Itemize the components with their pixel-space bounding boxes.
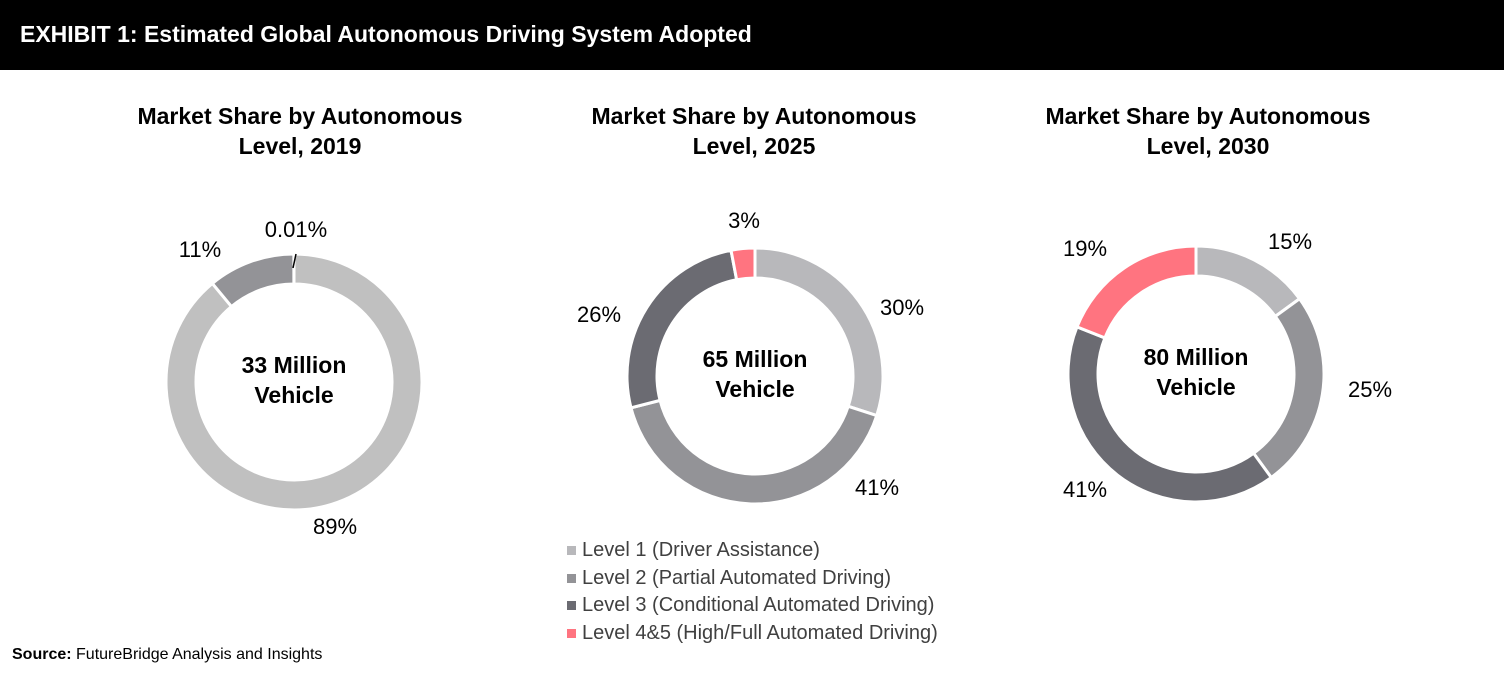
center-label-2030-line1: 80 Million: [1144, 344, 1249, 370]
center-label-2019-line1: 33 Million: [242, 352, 347, 378]
source-note: Source: FutureBridge Analysis and Insigh…: [12, 646, 322, 664]
data-label-2025-level2: 41%: [855, 475, 899, 500]
center-label-2019-line2: Vehicle: [254, 382, 333, 408]
legend-swatch-level3: [567, 601, 576, 611]
data-label-2030-level1: 15%: [1268, 229, 1312, 254]
chart-title-2025-line1: Market Share by Autonomous: [591, 103, 917, 129]
chart-title-2025-line2: Level, 2025: [692, 133, 816, 159]
exhibit-title: EXHIBIT 1: Estimated Global Autonomous D…: [20, 21, 752, 47]
center-label-2030-line2: Vehicle: [1156, 374, 1235, 400]
slice-2025-level2: [629, 398, 879, 506]
slice-2030-level1: [1194, 244, 1302, 319]
slice-2030-level45: [1075, 244, 1198, 340]
data-label-2019-level1: 89%: [313, 514, 357, 539]
data-label-2030-level3: 41%: [1063, 477, 1107, 502]
data-label-2025-level3: 26%: [577, 302, 621, 327]
leader-line-2019-level3: [292, 253, 297, 269]
legend-item-level3: Level 3 (Conditional Automated Driving): [567, 592, 938, 620]
chart-title-2030-line2: Level, 2030: [1146, 133, 1270, 159]
chart-title-2030-line1: Market Share by Autonomous: [1045, 103, 1371, 129]
chart-title-2019: Market Share by Autonomous Level, 2019: [100, 101, 500, 161]
legend-item-level1: Level 1 (Driver Assistance): [567, 537, 938, 565]
legend-label-level3: Level 3 (Conditional Automated Driving): [582, 594, 935, 617]
data-label-2019-level3: 0.01%: [265, 217, 327, 242]
source-text: FutureBridge Analysis and Insights: [71, 646, 323, 663]
data-label-2030-level45: 19%: [1063, 236, 1107, 261]
slice-2025-level45: [729, 246, 757, 282]
legend-label-level45: Level 4&5 (High/Full Automated Driving): [582, 621, 938, 644]
legend: Level 1 (Driver Assistance) Level 2 (Par…: [567, 537, 938, 647]
data-label-2025-level1: 30%: [880, 295, 924, 320]
legend-item-level2: Level 2 (Partial Automated Driving): [567, 565, 938, 593]
legend-label-level2: Level 2 (Partial Automated Driving): [582, 566, 892, 589]
data-label-2019-level2: 11%: [179, 237, 221, 262]
legend-item-level45: Level 4&5 (High/Full Automated Driving): [567, 620, 938, 648]
legend-swatch-level45: [567, 628, 576, 638]
chart-title-2030: Market Share by Autonomous Level, 2030: [1008, 101, 1408, 161]
legend-swatch-level1: [567, 546, 576, 556]
slice-2019-level1: [164, 252, 424, 512]
exhibit-header: EXHIBIT 1: Estimated Global Autonomous D…: [0, 0, 1504, 70]
slice-2030-level2: [1251, 296, 1326, 480]
legend-swatch-level2: [567, 573, 576, 583]
chart-title-2019-line1: Market Share by Autonomous: [137, 103, 463, 129]
legend-label-level1: Level 1 (Driver Assistance): [582, 539, 820, 562]
chart-title-2025: Market Share by Autonomous Level, 2025: [554, 101, 954, 161]
center-label-2025-line2: Vehicle: [715, 376, 794, 402]
data-label-2025-level45: 3%: [728, 208, 760, 233]
chart-title-2019-line2: Level, 2019: [238, 133, 362, 159]
slice-2019-level2: [210, 252, 296, 309]
center-label-2025-line1: 65 Million: [703, 346, 808, 372]
data-label-2030-level2: 25%: [1348, 377, 1392, 402]
source-label: Source:: [12, 646, 72, 663]
